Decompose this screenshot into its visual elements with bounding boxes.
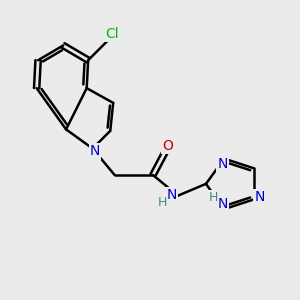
Text: N: N <box>255 190 265 204</box>
Text: N: N <box>90 145 100 158</box>
Text: O: O <box>162 139 173 153</box>
Text: N: N <box>218 197 228 211</box>
Text: H: H <box>208 191 218 204</box>
Text: N: N <box>218 157 228 171</box>
Text: H: H <box>158 196 167 208</box>
Text: Cl: Cl <box>105 27 119 41</box>
Text: N: N <box>167 188 177 202</box>
